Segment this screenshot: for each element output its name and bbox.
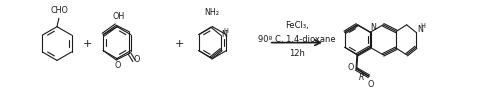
Text: N: N [417,25,422,34]
Text: OH: OH [112,12,124,21]
Text: O: O [368,80,374,89]
Text: +: + [175,39,184,49]
Text: O: O [114,61,120,70]
Text: O: O [134,55,140,64]
Text: H: H [420,23,425,29]
Text: NH₂: NH₂ [204,8,219,17]
Text: H: H [224,28,228,34]
Text: 12h: 12h [289,49,305,58]
Text: +: + [83,39,92,49]
Text: N: N [221,30,227,39]
Text: CHO: CHO [51,6,68,15]
Text: FeCl₃,: FeCl₃, [285,21,308,30]
Text: N: N [370,23,376,32]
Text: 90º C, 1,4-dioxane: 90º C, 1,4-dioxane [258,35,336,44]
Text: O: O [347,63,354,72]
Text: R: R [359,73,364,82]
